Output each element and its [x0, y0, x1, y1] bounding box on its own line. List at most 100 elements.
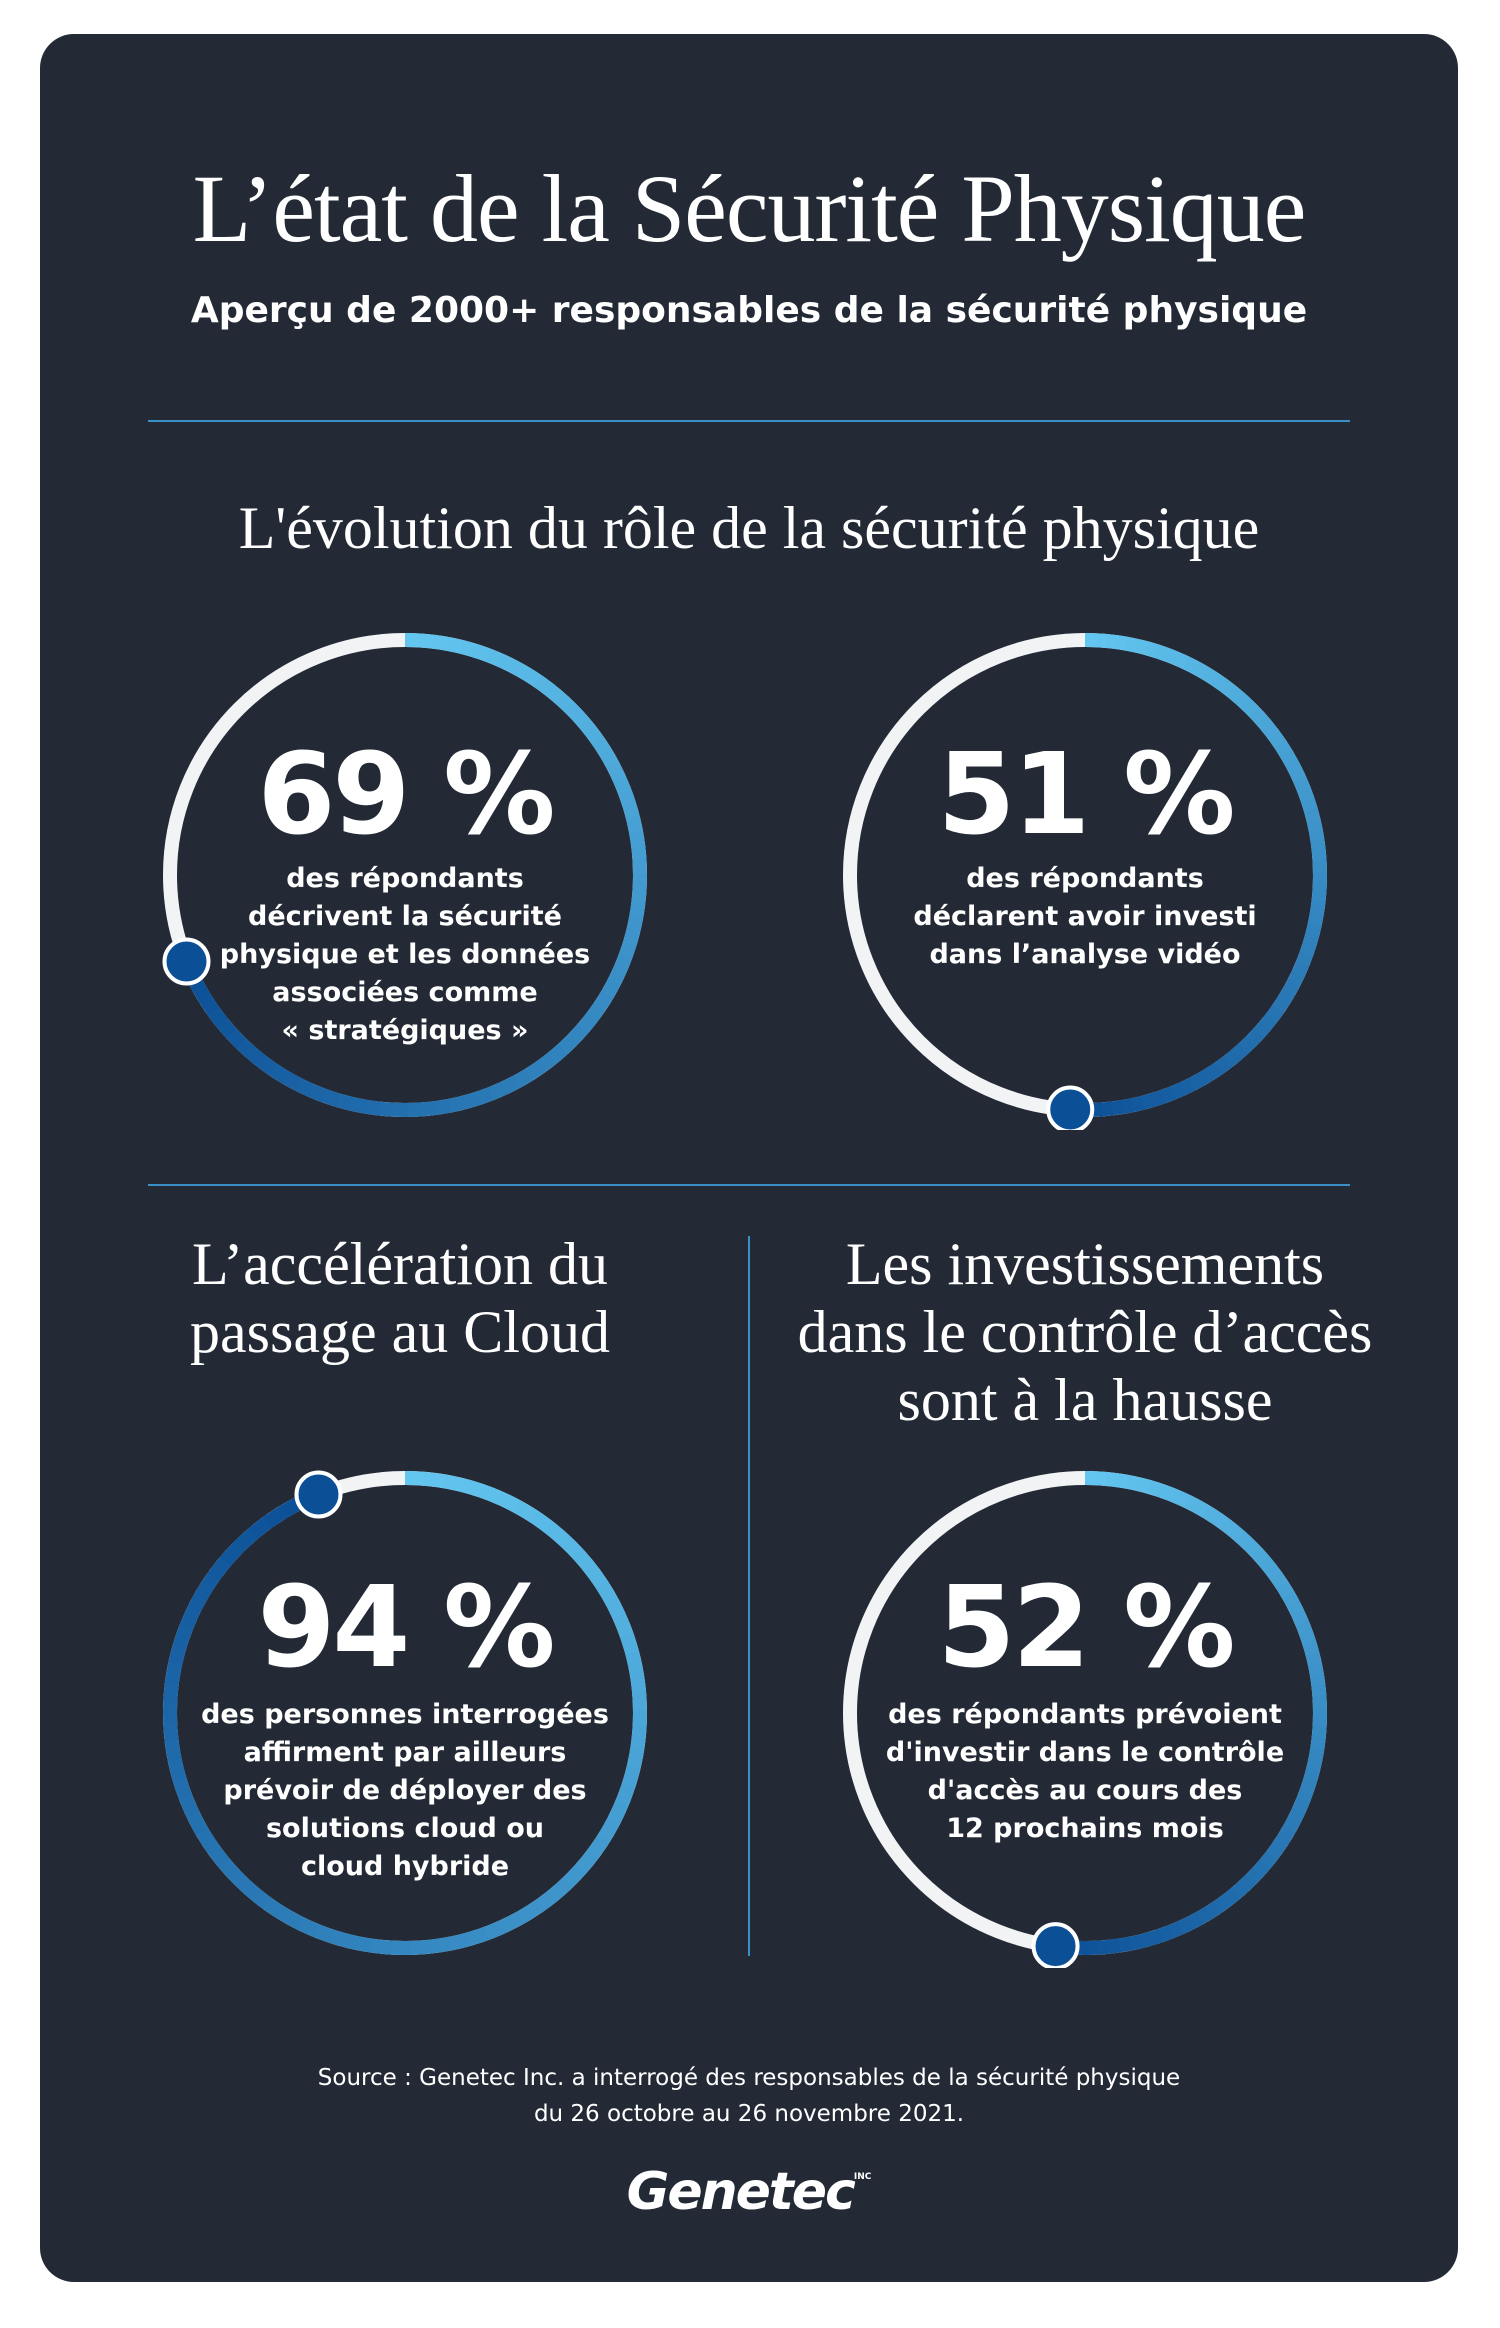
stat-value: 94 % [257, 1563, 555, 1693]
ring-progress-segment [534, 675, 556, 697]
ring-progress-segment [1187, 1073, 1205, 1092]
ring-progress-segment [404, 1471, 427, 1486]
ring-progress-segment [544, 1521, 570, 1546]
ring-progress-segment [1251, 1021, 1271, 1041]
ring-progress-segment [1159, 1086, 1176, 1104]
ring-progress-segment [622, 928, 641, 948]
ring-progress-segment [263, 1504, 289, 1528]
ring-progress-segment [1233, 691, 1253, 711]
ring-progress-segment [612, 954, 632, 975]
ring-progress-segment [510, 660, 532, 681]
ring-progress-segment [1295, 951, 1313, 968]
ring-progress-segment [1105, 1471, 1120, 1488]
ring-progress-segment [1203, 1901, 1222, 1920]
progress-ring-icon [163, 1470, 647, 1955]
ring-progress-segment [1265, 1843, 1284, 1862]
page-title: L’état de la Sécurité Physique [192, 155, 1307, 262]
ring-progress-segment [472, 643, 493, 663]
ring-progress-segment [260, 1896, 286, 1920]
access-heading-line: Les investissements [845, 1231, 1325, 1297]
evolution-heading: L'évolution du rôle de la sécurité physi… [238, 495, 1260, 561]
ring-progress-segment [1312, 882, 1327, 896]
stat-description-line: des répondants prévoient [888, 1699, 1282, 1730]
ring-progress-segment [369, 1938, 392, 1955]
ring-progress-segment [1109, 1100, 1124, 1116]
ring-progress-segment [1156, 1483, 1173, 1501]
ring-progress-segment [1213, 1056, 1232, 1076]
ring-progress-segment [334, 1092, 353, 1111]
vertical-divider [748, 1236, 750, 1956]
ring-progress-segment [1096, 1939, 1110, 1955]
ring-progress-segment [1194, 1906, 1213, 1926]
ring-progress-segment [445, 636, 465, 654]
ring-progress-segment [1125, 636, 1141, 653]
ring-progress-segment [523, 1061, 545, 1082]
ring-progress-segment [631, 887, 647, 905]
ring-progress-segment [1244, 1867, 1264, 1886]
logo-text: Genetec [626, 2162, 856, 2222]
stat-description-line: déclarent avoir investi [913, 901, 1257, 932]
middle-divider [148, 1184, 1350, 1186]
ring-progress-segment [1236, 1532, 1255, 1551]
ring-progress-segment [1248, 706, 1268, 725]
ring-progress-segment [1270, 997, 1290, 1016]
ring-progress-segment [1137, 1931, 1153, 1949]
ring-progress-segment [277, 1906, 303, 1930]
ring-progress-segment [1129, 1095, 1145, 1113]
cloud-heading: L’accélération du passage au Cloud [120, 1230, 680, 1366]
ring-progress-segment [1311, 892, 1327, 906]
ring-progress-segment [516, 1901, 542, 1925]
ring-progress-segment [460, 1092, 480, 1110]
stat-description-line: dans l’analyse vidéo [929, 939, 1241, 970]
stat-description-line: des répondants [966, 863, 1204, 894]
infographic-card: L’état de la Sécurité Physique Aperçu de… [40, 34, 1458, 2282]
access-heading-line: sont à la hausse [897, 1367, 1273, 1433]
ring-progress-segment [1303, 1768, 1320, 1784]
ring-progress-segment [565, 703, 587, 725]
ring-progress-segment [1218, 678, 1237, 697]
ring-progress-segment [631, 1690, 647, 1712]
stat-value: 69 % [257, 730, 555, 860]
ring-progress-segment [1176, 1916, 1194, 1935]
ring-progress-segment [630, 1728, 647, 1752]
ring-progress-segment [432, 634, 451, 652]
ring-progress-segment [629, 901, 646, 919]
ring-progress-segment [512, 1499, 538, 1523]
ring-progress-segment [1281, 979, 1301, 997]
ring-knob [1031, 1922, 1080, 1971]
ring-progress-segment [1221, 1050, 1240, 1069]
ring-knob [294, 1470, 343, 1519]
ring-progress-segment [1139, 1093, 1155, 1110]
ring-progress-segment [1209, 672, 1228, 691]
ring-progress-segment [1244, 1029, 1264, 1048]
ring-progress-segment [268, 1063, 290, 1084]
ring-progress-segment [1164, 648, 1181, 666]
ring-progress-segment [1229, 1043, 1248, 1063]
ring-progress-segment [1220, 1518, 1239, 1537]
ring-progress-segment [1177, 1078, 1195, 1096]
ring-progress-segment [1105, 633, 1119, 650]
stat-ring-51: 51 % des répondants déclarent avoir inve… [830, 620, 1340, 1134]
stat-description-line: des répondants [286, 863, 524, 894]
stat-description-line: des personnes interrogées [201, 1699, 609, 1730]
ring-progress-segment [498, 1075, 520, 1096]
ring-progress-segment [1145, 641, 1161, 659]
ring-progress-segment [1196, 1068, 1214, 1087]
ring-progress-segment [312, 1923, 337, 1944]
ring-progress-segment [1236, 1874, 1256, 1894]
ring-progress-segment [478, 1483, 504, 1505]
source-note: Source : Genetec Inc. a interrogé des re… [40, 2060, 1458, 2132]
ring-progress-segment [1115, 1473, 1131, 1490]
ring-progress-segment [306, 1083, 327, 1103]
page-subtitle: Aperçu de 2000+ responsables de la sécur… [190, 290, 1308, 331]
ring-progress-segment [1203, 1506, 1222, 1525]
ring-progress-segment [446, 1932, 470, 1952]
ring-progress-segment [1310, 1737, 1326, 1752]
ring-progress-segment [571, 1547, 596, 1573]
ring-progress-segment [482, 1919, 507, 1941]
ring-progress-segment [1251, 1547, 1270, 1566]
ring-progress-segment [248, 1515, 274, 1540]
ring-progress-segment [427, 1936, 451, 1954]
ring-progress-segment [1312, 1716, 1327, 1730]
ring-progress-segment [433, 1098, 451, 1116]
